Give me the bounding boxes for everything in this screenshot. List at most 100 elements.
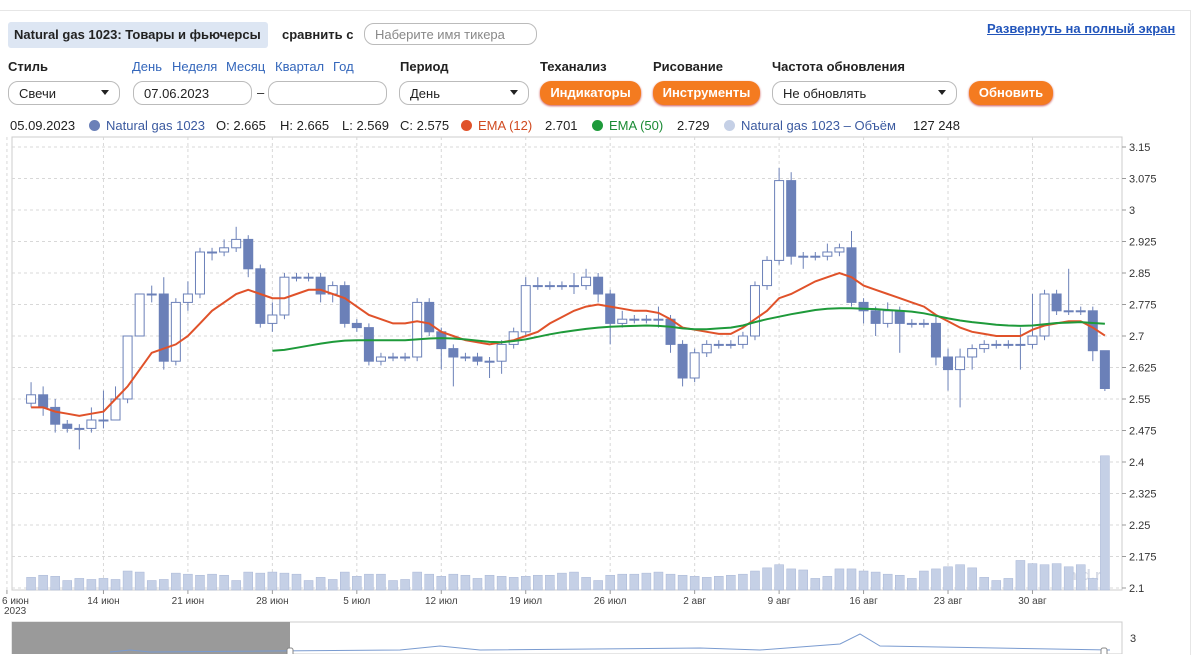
volume-bar xyxy=(171,572,181,591)
volume-bar xyxy=(822,576,833,591)
volume-bar xyxy=(967,567,977,591)
date-sep: – xyxy=(257,85,265,100)
legend-dot xyxy=(89,120,100,131)
candle-body xyxy=(713,343,724,346)
compare-label: сравнить с xyxy=(282,27,354,42)
candle-body xyxy=(472,356,483,362)
tools-button[interactable]: Инструменты xyxy=(653,81,760,105)
candle-body xyxy=(774,180,785,261)
volume-bar xyxy=(774,564,784,591)
legend-entry: Natural gas 1023 xyxy=(106,118,206,133)
period-link[interactable]: Год xyxy=(333,59,354,74)
volume-bar xyxy=(870,571,881,591)
period-link[interactable]: Неделя xyxy=(172,59,218,74)
period-link[interactable]: Квартал xyxy=(275,59,325,74)
volume-bar xyxy=(472,578,483,591)
volume-bar xyxy=(569,571,579,591)
candle-body xyxy=(749,285,760,337)
volume-bar xyxy=(991,580,1002,591)
candle-body xyxy=(1099,350,1110,390)
date-from[interactable]: 07.06.2023 xyxy=(133,81,252,105)
y-tick-label: 2.625 xyxy=(1129,363,1157,375)
candle-body xyxy=(894,310,905,324)
volume-bar xyxy=(159,579,169,591)
candle-body xyxy=(834,247,845,253)
candle-body xyxy=(677,343,688,379)
candle-body xyxy=(315,276,326,295)
candle-body xyxy=(194,251,205,295)
style-label: Стиль xyxy=(8,59,48,74)
legend-entry: EMA (50) xyxy=(609,118,664,133)
volume-bar xyxy=(738,573,748,591)
period-link[interactable]: День xyxy=(132,59,162,74)
volume-bar xyxy=(267,571,278,591)
candle-body xyxy=(436,331,447,350)
candle-body xyxy=(568,285,579,288)
candle-body xyxy=(532,285,543,288)
y-tick-label: 2.175 xyxy=(1129,552,1157,564)
plot-frame xyxy=(11,136,1123,591)
candle-body xyxy=(351,322,362,329)
refresh-select[interactable]: Не обновлять xyxy=(772,81,957,105)
x-tick-label: 16 авг xyxy=(849,596,878,607)
x-tick-label: 9 авг xyxy=(768,596,791,607)
ticker-input[interactable]: Наберите имя тикера xyxy=(364,23,537,45)
candle-body xyxy=(1003,343,1014,346)
volume-bar xyxy=(352,576,362,591)
volume-bar xyxy=(98,578,109,591)
volume-bar xyxy=(460,574,471,591)
y-tick-label: 2.775 xyxy=(1129,300,1157,312)
volume-bar xyxy=(207,573,217,591)
volume-bar xyxy=(858,570,869,591)
volume-bar xyxy=(629,573,640,591)
volume-bar xyxy=(979,577,989,591)
navigator-handle[interactable] xyxy=(286,647,294,654)
navigator-tick: 3 xyxy=(1130,633,1136,645)
y-tick-label: 3 xyxy=(1129,205,1135,217)
style-select[interactable]: Свечи xyxy=(8,81,120,105)
refresh-button[interactable]: Обновить xyxy=(969,81,1053,105)
candle-body xyxy=(243,238,254,270)
candle-body xyxy=(170,301,181,362)
y-tick-label: 2.325 xyxy=(1129,489,1157,501)
candle-body xyxy=(98,419,109,422)
period-link[interactable]: Месяц xyxy=(226,59,266,74)
volume-bar xyxy=(122,570,133,591)
volume-bar xyxy=(1100,455,1110,591)
candle-body xyxy=(653,318,664,321)
candle-body xyxy=(725,343,736,346)
candle-body xyxy=(556,285,567,288)
candle-body xyxy=(798,255,809,258)
candle-body xyxy=(665,318,676,345)
period-label: Период xyxy=(400,59,449,74)
candle-body xyxy=(267,314,278,324)
volume-bar xyxy=(1088,578,1098,591)
candle-body xyxy=(303,276,314,279)
candle-body xyxy=(26,394,37,404)
y-tick-label: 2.925 xyxy=(1129,237,1157,249)
legend-value: 2.701 xyxy=(545,118,578,133)
navigator-handle[interactable] xyxy=(1100,647,1108,654)
candle-body xyxy=(74,427,85,430)
indicators-button[interactable]: Индикаторы xyxy=(540,81,641,105)
volume-bar xyxy=(557,572,567,591)
volume-bar xyxy=(533,574,543,591)
volume-bar xyxy=(653,571,664,591)
instrument-title: Natural gas 1023: Товары и фьючерсы xyxy=(8,22,268,48)
volume-bar xyxy=(641,572,652,591)
candle-body xyxy=(544,285,555,288)
y-tick-label: 2.475 xyxy=(1129,426,1157,438)
x-tick-label: 21 июн xyxy=(172,596,205,607)
volume-bar xyxy=(1039,564,1050,591)
volume-bar xyxy=(195,574,205,591)
candle-body xyxy=(641,318,652,321)
period-select[interactable]: День xyxy=(399,81,529,105)
date-to[interactable] xyxy=(268,81,387,105)
volume-bar xyxy=(1015,560,1026,591)
fullscreen-link[interactable]: Развернуть на полный экран xyxy=(987,21,1176,36)
candle-body xyxy=(1063,310,1074,313)
candle-body xyxy=(484,360,495,363)
candle-body xyxy=(50,406,61,425)
x-tick-label: 26 июл xyxy=(594,596,627,607)
